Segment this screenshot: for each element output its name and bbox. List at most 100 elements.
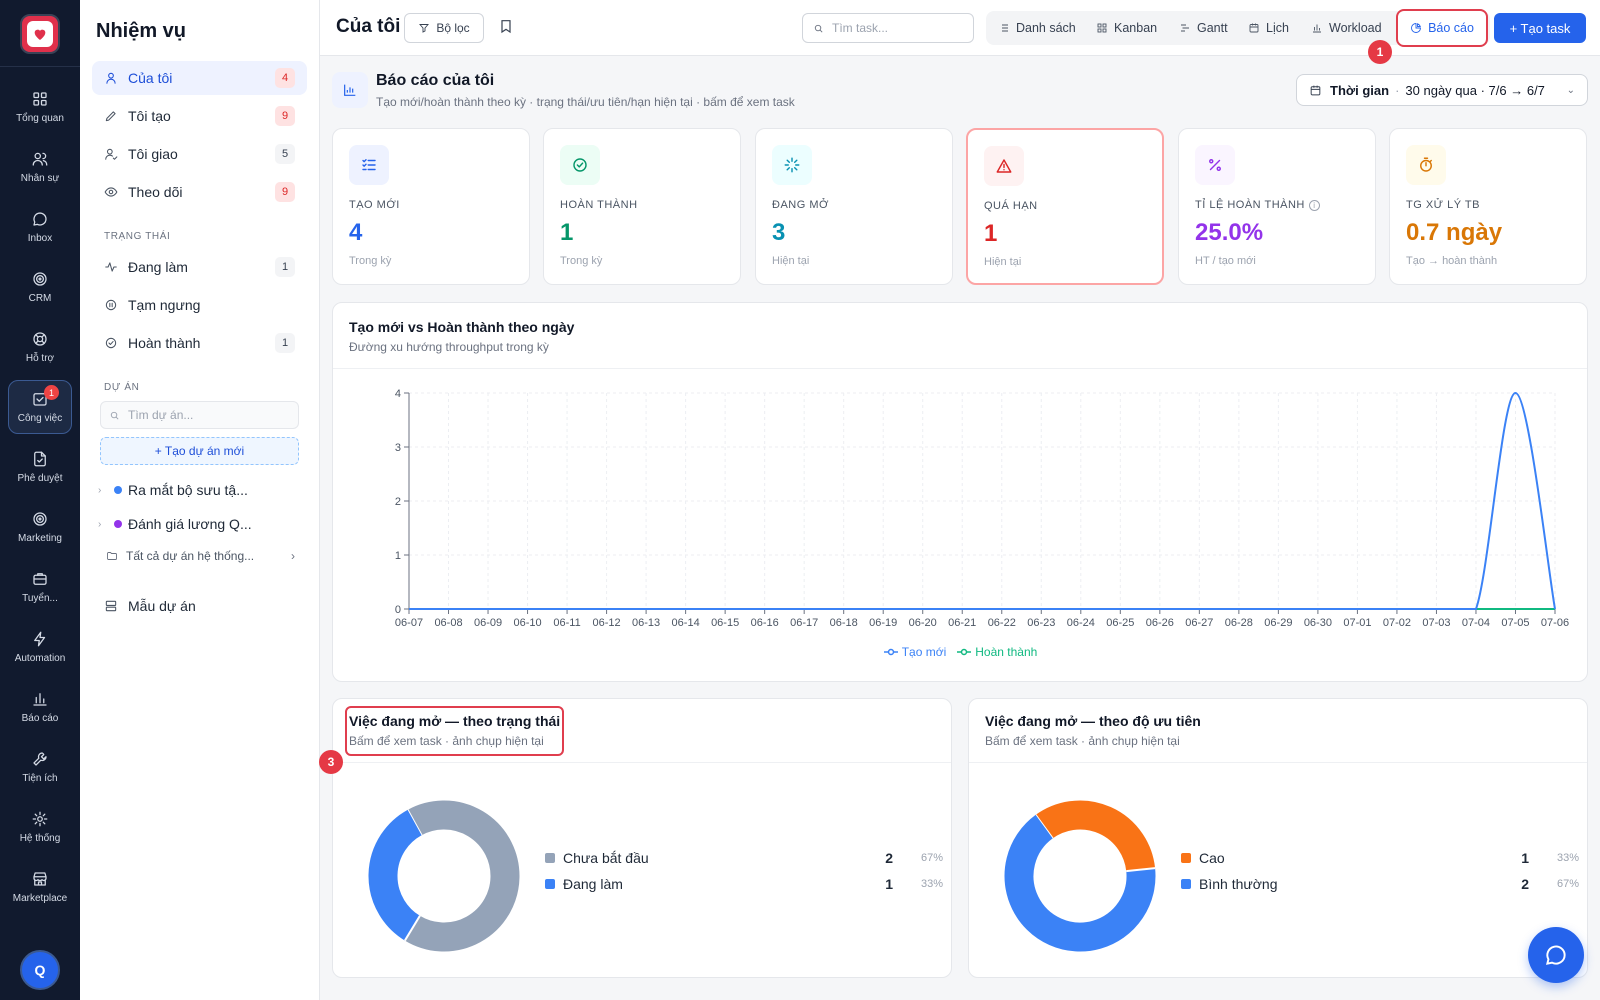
- kpi-card-completion-rate[interactable]: TỈ LỆ HOÀN THÀNH i 25.0% HT / tạo mới: [1178, 128, 1376, 285]
- legend-row[interactable]: Bình thường 2 67%: [1181, 871, 1579, 897]
- filter-button[interactable]: Bộ lọc: [404, 13, 484, 43]
- new-project-button[interactable]: + Tạo dự án mới: [100, 437, 299, 465]
- kpi-note: Tạo → hoàn thành: [1406, 255, 1498, 267]
- donut-slice: [368, 809, 423, 941]
- rail-item-overview[interactable]: Tổng quan: [8, 80, 72, 134]
- legend-item-done[interactable]: Hoàn thành: [956, 645, 1037, 659]
- tab-label: Lịch: [1266, 21, 1289, 35]
- sidebar-item-done[interactable]: Hoàn thành 1: [92, 326, 307, 360]
- app-logo[interactable]: [20, 14, 60, 54]
- kpi-card-avg-time[interactable]: TG XỬ LÝ TB 0.7 ngày Tạo → hoàn thành: [1389, 128, 1587, 285]
- all-projects-link[interactable]: Tất cả dự án hệ thống... ›: [80, 541, 319, 571]
- x-tick-label: 07-02: [1383, 617, 1411, 629]
- rail-item-system[interactable]: Hệ thống: [8, 800, 72, 854]
- sidebar-item-created[interactable]: Tôi tạo 9: [92, 99, 307, 133]
- sidebar-item-assigned[interactable]: Tôi giao 5: [92, 137, 307, 171]
- gantt-icon: [1181, 24, 1189, 32]
- rail-item-automation[interactable]: Automation: [8, 620, 72, 674]
- sidebar-item-label: Theo dõi: [128, 184, 183, 200]
- panel-subtitle: Đường xu hướng throughput trong kỳ: [349, 340, 549, 354]
- stopwatch-icon: [1406, 145, 1446, 185]
- kpi-card-new[interactable]: TẠO MỚI 4 Trong kỳ: [332, 128, 530, 285]
- warning-icon: [984, 146, 1024, 186]
- kpi-card-done[interactable]: HOÀN THÀNH 1 Trong kỳ: [543, 128, 741, 285]
- sidebar-item-paused[interactable]: Tạm ngưng: [92, 288, 307, 322]
- kpi-card-overdue[interactable]: QUÁ HẠN 1 Hiện tại: [966, 128, 1164, 285]
- priority-donut-chart[interactable]: [995, 791, 1165, 961]
- rail-item-reports[interactable]: Báo cáo: [8, 680, 72, 734]
- project-search-input[interactable]: Tìm dự án...: [100, 401, 299, 429]
- legend-row[interactable]: Chưa bắt đầu 2 67%: [545, 845, 943, 871]
- project-name: Đánh giá lương Q...: [128, 516, 252, 532]
- tab-calendar[interactable]: Lịch: [1248, 11, 1289, 45]
- rail-label: Hỗ trợ: [25, 353, 55, 364]
- project-item[interactable]: › Ra mắt bộ sưu tậ...: [80, 473, 319, 507]
- project-name: Ra mắt bộ sưu tậ...: [128, 482, 248, 498]
- tab-workload[interactable]: Workload: [1311, 11, 1382, 45]
- chevron-right-icon[interactable]: ›: [98, 518, 102, 530]
- gear-icon: [32, 811, 48, 827]
- lightning-icon: [34, 631, 46, 647]
- user-icon: [106, 72, 116, 84]
- priority-legend: Cao 1 33% Bình thường 2 67%: [1181, 845, 1579, 897]
- info-icon[interactable]: i: [1308, 199, 1320, 211]
- legend-row[interactable]: Đang làm 1 33%: [545, 871, 943, 897]
- task-search-input[interactable]: Tìm task...: [802, 13, 974, 43]
- rail-item-recruit[interactable]: Tuyển...: [8, 560, 72, 614]
- kpi-value: 1: [560, 219, 574, 246]
- tab-list[interactable]: Danh sách: [998, 11, 1076, 45]
- tab-report[interactable]: Báo cáo: [1396, 9, 1488, 47]
- sidebar-item-templates[interactable]: Mẫu dự án: [92, 589, 307, 623]
- x-tick-label: 06-16: [751, 617, 779, 629]
- sidebar-item-mine[interactable]: Của tôi 4: [92, 61, 307, 95]
- rail-item-marketing[interactable]: Marketing: [8, 500, 72, 554]
- legend-label: Hoàn thành: [975, 645, 1038, 659]
- rail-divider: [0, 66, 80, 67]
- rail-label: CRM: [28, 293, 52, 304]
- rail-item-inbox[interactable]: Inbox: [8, 200, 72, 254]
- tab-gantt[interactable]: Gantt: [1179, 11, 1228, 45]
- chat-support-button[interactable]: [1528, 927, 1584, 983]
- avatar[interactable]: Q: [20, 950, 60, 990]
- legend-row[interactable]: Cao 1 33%: [1181, 845, 1579, 871]
- kpi-note: Hiện tại: [984, 256, 1022, 268]
- status-legend: Chưa bắt đầu 2 67% Đang làm 1 33%: [545, 845, 943, 897]
- rail-item-support[interactable]: Hỗ trợ: [8, 320, 72, 374]
- rail-label: Tiện ích: [22, 773, 58, 784]
- time-range-select[interactable]: Thời gian · 30 ngày qua · 7/6 → 6/7 ⌄: [1296, 74, 1588, 106]
- donut-slice: [1004, 814, 1156, 952]
- count-badge: 9: [275, 106, 295, 126]
- rail-item-hr[interactable]: Nhân sự: [8, 140, 72, 194]
- project-item[interactable]: › Đánh giá lương Q...: [80, 507, 319, 541]
- tab-label: Workload: [1329, 21, 1382, 35]
- eye-icon: [104, 187, 118, 197]
- rail-label: Marketing: [18, 533, 62, 544]
- bookmark-button[interactable]: [498, 18, 514, 39]
- rail-item-marketplace[interactable]: Marketplace: [8, 860, 72, 914]
- project-search-placeholder: Tìm dự án...: [128, 408, 194, 422]
- rail-item-approval[interactable]: Phê duyệt: [8, 440, 72, 494]
- separator: ·: [1395, 82, 1400, 98]
- chevron-right-icon[interactable]: ›: [98, 484, 102, 496]
- legend-value: 2: [1521, 876, 1529, 892]
- briefcase-icon: [33, 573, 47, 585]
- rail-item-tasks[interactable]: 1 Công việc: [8, 380, 72, 434]
- sidebar-item-following[interactable]: Theo dõi 9: [92, 175, 307, 209]
- count-badge: 4: [275, 68, 295, 88]
- rail-label: Tuyển...: [22, 593, 58, 604]
- legend-item-new[interactable]: Tạo mới: [883, 645, 946, 659]
- create-task-button[interactable]: + Tạo task: [1494, 13, 1586, 43]
- legend-label: Chưa bắt đầu: [563, 850, 649, 866]
- rail-item-crm[interactable]: CRM: [8, 260, 72, 314]
- kpi-card-open[interactable]: ĐANG MỞ 3 Hiện tại: [755, 128, 953, 285]
- bar-chart-icon: [33, 693, 47, 706]
- count-badge: 1: [275, 333, 295, 353]
- rail-item-utilities[interactable]: Tiện ích: [8, 740, 72, 794]
- rail-label: Marketplace: [12, 893, 68, 904]
- tab-kanban[interactable]: Kanban: [1096, 11, 1157, 45]
- status-donut-chart[interactable]: [359, 791, 529, 961]
- x-tick-label: 06-19: [869, 617, 897, 629]
- line-chart[interactable]: 0 1 2 3 4 06-07 06-08 06-09 06-10 06-11 06-12 06-13…: [333, 373, 1588, 673]
- sidebar-item-in-progress[interactable]: Đang làm 1: [92, 250, 307, 284]
- search-icon: [814, 24, 823, 32]
